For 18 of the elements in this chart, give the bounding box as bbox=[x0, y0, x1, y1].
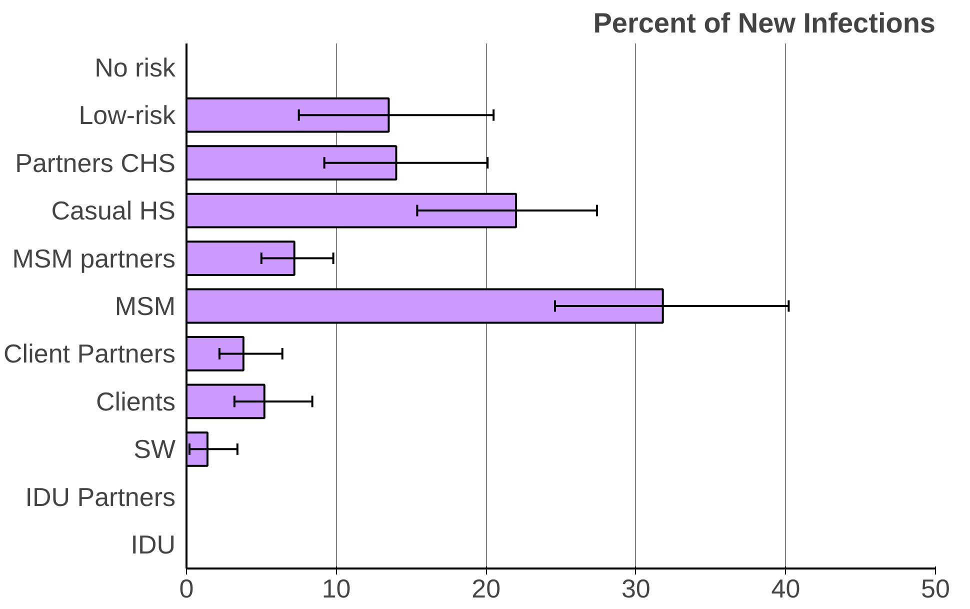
chart-title: Percent of New Infections bbox=[593, 8, 936, 38]
y-tick-label: No risk bbox=[94, 52, 176, 82]
y-tick-label: SW bbox=[134, 434, 176, 464]
x-tick-label: 20 bbox=[472, 574, 501, 604]
y-tick-label: Low-risk bbox=[78, 100, 176, 130]
x-tick-label: 40 bbox=[771, 574, 800, 604]
x-tick-label: 0 bbox=[179, 574, 194, 604]
x-tick-label: 50 bbox=[921, 574, 950, 604]
y-tick-label: Casual HS bbox=[51, 196, 176, 226]
x-tick-label: 10 bbox=[322, 574, 351, 604]
y-tick-label: MSM bbox=[114, 291, 176, 321]
y-tick-label: MSM partners bbox=[12, 243, 176, 274]
y-tick-label: Partners CHS bbox=[15, 148, 176, 178]
y-tick-label: IDU Partners bbox=[25, 482, 176, 512]
y-tick-label: IDU bbox=[130, 530, 176, 560]
y-tick-label: Clients bbox=[96, 386, 176, 416]
y-tick-label: Client Partners bbox=[4, 338, 176, 369]
x-tick-label: 30 bbox=[621, 574, 650, 604]
